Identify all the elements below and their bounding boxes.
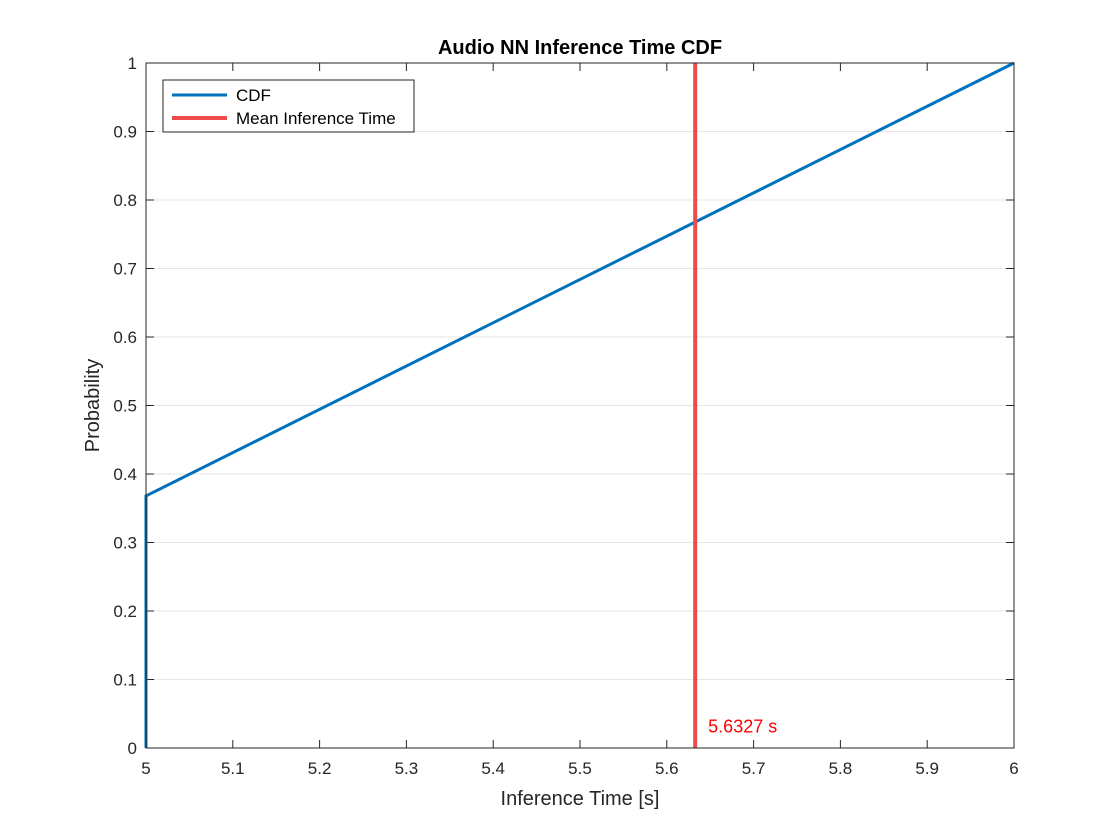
- x-tick-label: 5.7: [742, 759, 766, 778]
- x-tick-label: 5.9: [915, 759, 939, 778]
- x-tick-label: 5.2: [308, 759, 332, 778]
- y-tick-label: 0: [128, 739, 137, 758]
- y-axis-label: Probability: [82, 359, 104, 452]
- legend-box: [162, 79, 415, 133]
- y-tick-label: 0.3: [113, 534, 137, 553]
- legend: CDF Mean Inference Time: [162, 79, 415, 133]
- x-tick-label: 5.1: [221, 759, 245, 778]
- tick-labels: 0 0.1 0.2 0.3 0.4 0.5 0.6 0.7 0.8 0.9 1 5 5.1 5.2 5.3 5…: [113, 54, 1018, 778]
- y-tick-label: 1: [128, 54, 137, 73]
- x-tick-label: 5.5: [568, 759, 592, 778]
- x-axis-label: Inference Time [s]: [501, 788, 660, 810]
- x-tick-label: 5: [141, 759, 150, 778]
- x-tick-label: 5.8: [829, 759, 853, 778]
- y-tick-label: 0.4: [113, 465, 137, 484]
- y-tick-label: 0.2: [113, 602, 137, 621]
- y-tick-label: 0.1: [113, 671, 137, 690]
- x-tick-label: 5.3: [395, 759, 419, 778]
- x-tick-label: 5.6: [655, 759, 679, 778]
- y-tick-label: 0.8: [113, 191, 137, 210]
- legend-label-cdf: CDF: [236, 86, 271, 105]
- y-tick-label: 0.7: [113, 260, 137, 279]
- legend-label-mean: Mean Inference Time: [236, 109, 396, 128]
- x-tick-label: 5.4: [481, 759, 505, 778]
- mean-value-annotation: 5.6327 s: [708, 716, 777, 736]
- chart-title: Audio NN Inference Time CDF: [438, 37, 722, 59]
- x-tick-label: 6: [1009, 759, 1018, 778]
- y-tick-label: 0.6: [113, 328, 137, 347]
- y-tick-label: 0.9: [113, 123, 137, 142]
- y-tick-label: 0.5: [113, 397, 137, 416]
- plot-frame: [145, 62, 1015, 749]
